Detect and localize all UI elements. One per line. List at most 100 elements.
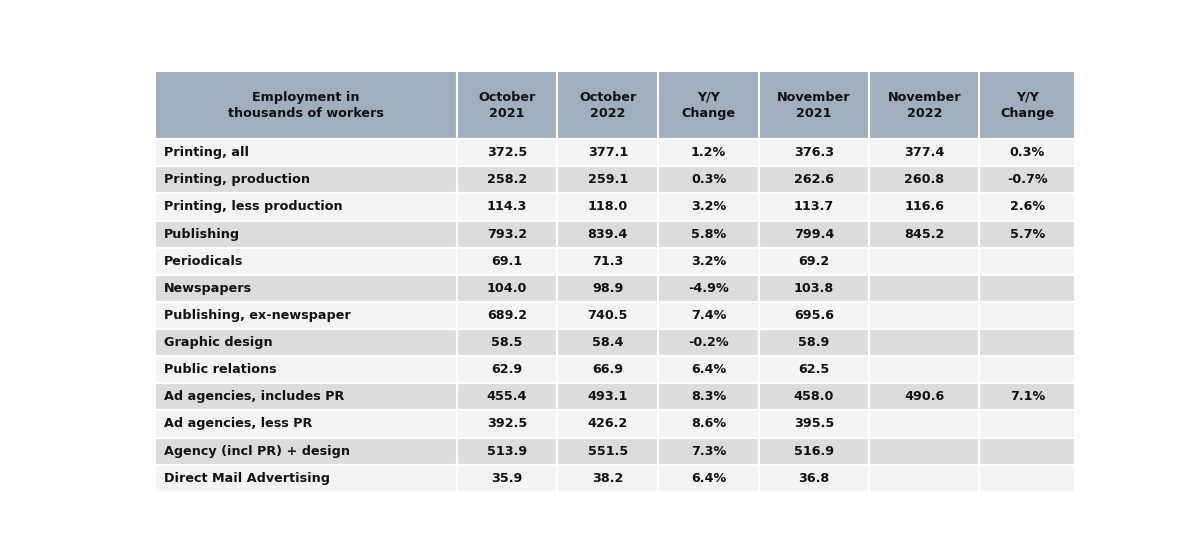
Bar [457,465,558,492]
Text: Newspapers: Newspapers [164,282,252,295]
Bar [155,437,457,465]
Bar [457,384,558,411]
Text: 113.7: 113.7 [794,200,834,214]
Text: 98.9: 98.9 [592,282,624,295]
Text: Agency (incl PR) + design: Agency (incl PR) + design [164,445,350,458]
Bar [658,139,758,166]
Bar [155,302,457,329]
Bar [758,302,869,329]
Text: Publishing: Publishing [164,228,240,240]
Bar [155,71,457,139]
Text: 262.6: 262.6 [794,173,834,186]
Bar [979,248,1075,275]
Text: Ad agencies, includes PR: Ad agencies, includes PR [164,390,344,403]
Text: 8.6%: 8.6% [691,417,726,431]
Bar [869,193,979,220]
Text: 118.0: 118.0 [588,200,628,214]
Text: 839.4: 839.4 [588,228,628,240]
Text: 3.2%: 3.2% [691,200,726,214]
Text: Periodicals: Periodicals [164,255,244,268]
Bar [758,71,869,139]
Text: 689.2: 689.2 [487,309,527,322]
Text: 695.6: 695.6 [794,309,834,322]
Text: 455.4: 455.4 [487,390,527,403]
Bar [979,166,1075,193]
Bar [155,356,457,384]
Text: Publishing, ex-newspaper: Publishing, ex-newspaper [164,309,350,322]
Text: 392.5: 392.5 [487,417,527,431]
Bar [658,384,758,411]
Text: 6.4%: 6.4% [691,363,726,376]
Text: Employment in
thousands of workers: Employment in thousands of workers [228,90,384,119]
Bar [869,166,979,193]
Text: 845.2: 845.2 [904,228,944,240]
Bar [758,329,869,356]
Bar [558,248,658,275]
Bar [457,166,558,193]
Text: 1.2%: 1.2% [691,146,726,159]
Text: -4.9%: -4.9% [688,282,728,295]
Bar [558,465,658,492]
Bar [558,411,658,437]
Bar [979,193,1075,220]
Bar [758,166,869,193]
Bar [869,302,979,329]
Bar [979,411,1075,437]
Text: -0.2%: -0.2% [688,336,728,349]
Text: 62.5: 62.5 [798,363,829,376]
Text: 426.2: 426.2 [588,417,628,431]
Text: Y/Y
Change: Y/Y Change [1001,90,1055,119]
Bar [155,220,457,248]
Bar [658,437,758,465]
Text: 258.2: 258.2 [487,173,527,186]
Bar [155,275,457,302]
Text: 103.8: 103.8 [794,282,834,295]
Text: November
2022: November 2022 [888,90,961,119]
Bar [658,71,758,139]
Bar [758,437,869,465]
Text: Graphic design: Graphic design [164,336,272,349]
Bar [869,437,979,465]
Text: 36.8: 36.8 [798,472,829,485]
Text: 116.6: 116.6 [905,200,944,214]
Text: 260.8: 260.8 [905,173,944,186]
Text: Public relations: Public relations [164,363,276,376]
Bar [457,193,558,220]
Text: 7.1%: 7.1% [1009,390,1045,403]
Bar [758,248,869,275]
Bar [457,356,558,384]
Text: 69.2: 69.2 [798,255,829,268]
Bar [869,329,979,356]
Bar [979,71,1075,139]
Bar [457,139,558,166]
Text: 69.1: 69.1 [492,255,523,268]
Bar [658,465,758,492]
Bar [979,329,1075,356]
Bar [869,465,979,492]
Bar [979,384,1075,411]
Text: 38.2: 38.2 [592,472,624,485]
Bar [558,71,658,139]
Text: 7.4%: 7.4% [691,309,726,322]
Bar [869,71,979,139]
Bar [558,384,658,411]
Text: 104.0: 104.0 [487,282,527,295]
Bar [558,356,658,384]
Bar [658,193,758,220]
Bar [758,411,869,437]
Bar [758,139,869,166]
Text: 799.4: 799.4 [794,228,834,240]
Text: November
2021: November 2021 [778,90,851,119]
Bar [558,275,658,302]
Bar [558,302,658,329]
Text: 35.9: 35.9 [492,472,523,485]
Text: October
2021: October 2021 [479,90,535,119]
Bar [869,384,979,411]
Bar [979,275,1075,302]
Bar [979,356,1075,384]
Text: 7.3%: 7.3% [691,445,726,458]
Text: 3.2%: 3.2% [691,255,726,268]
Bar [457,275,558,302]
Bar [758,275,869,302]
Text: Ad agencies, less PR: Ad agencies, less PR [164,417,312,431]
